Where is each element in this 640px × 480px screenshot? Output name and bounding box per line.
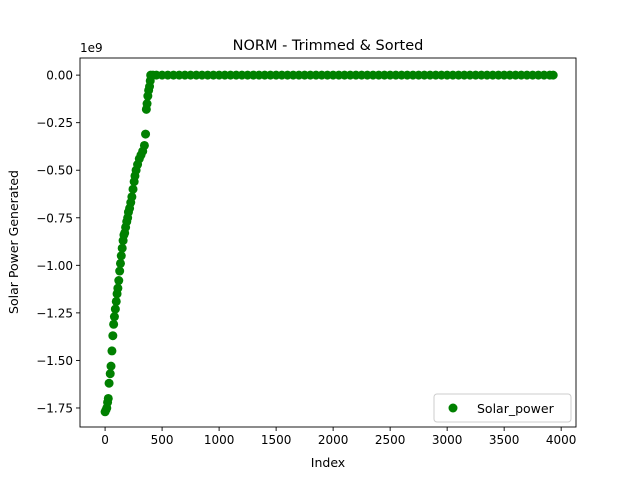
data-point — [115, 266, 125, 276]
data-point — [116, 251, 126, 261]
x-tick-label: 500 — [151, 433, 174, 447]
data-point — [139, 140, 149, 150]
data-point — [110, 304, 120, 314]
y-tick-label: 0.00 — [46, 69, 73, 83]
data-point — [548, 70, 558, 80]
x-tick-label: 3000 — [432, 433, 463, 447]
legend-marker — [448, 403, 458, 413]
data-point — [142, 99, 152, 109]
x-axis-label: Index — [311, 455, 345, 470]
legend-entry-solar-power: Solar_power — [477, 401, 555, 416]
y-tick-label: −0.50 — [36, 164, 73, 178]
x-tick-label: 2500 — [375, 433, 406, 447]
y-axis-label: Solar Power Generated — [6, 170, 21, 314]
y-axis-ticks: −1.75 −1.50 −1.25 −1.00 −0.75 −0.50 −0.25 0.00 — [36, 69, 80, 415]
data-point — [105, 369, 115, 379]
data-point — [108, 331, 118, 341]
y-tick-label: −1.50 — [36, 354, 73, 368]
x-tick-label: 4000 — [546, 433, 577, 447]
data-point — [107, 346, 117, 356]
y-tick-label: −1.25 — [36, 306, 73, 320]
y-tick-label: −1.00 — [36, 259, 73, 273]
data-point — [109, 319, 119, 329]
data-point — [115, 258, 125, 268]
data-point — [127, 192, 137, 202]
data-point — [103, 393, 113, 403]
y-tick-label: −0.75 — [36, 211, 73, 225]
data-point — [117, 243, 127, 253]
x-tick-label: 2000 — [318, 433, 349, 447]
plot-frame — [79, 57, 577, 428]
data-point — [128, 184, 138, 194]
legend: Solar_power — [433, 393, 572, 423]
data-point — [113, 283, 123, 293]
data-point — [109, 312, 119, 322]
y-tick-label: −0.25 — [36, 116, 73, 130]
data-point — [106, 361, 116, 371]
legend-box — [433, 393, 572, 423]
x-tick-label: 0 — [101, 433, 109, 447]
x-tick-label: 1500 — [261, 433, 292, 447]
y-tick-label: −1.75 — [36, 401, 73, 415]
y-offset-text: 1e9 — [80, 41, 103, 55]
data-points — [100, 70, 558, 417]
data-point — [104, 378, 114, 388]
data-point — [114, 276, 124, 286]
data-point — [141, 129, 151, 139]
x-axis-ticks: 0 500 1000 1500 2000 2500 3000 3500 4000 — [101, 427, 576, 447]
x-tick-label: 3500 — [489, 433, 520, 447]
chart-title: NORM - Trimmed & Sorted — [233, 38, 424, 54]
data-point — [111, 296, 121, 306]
x-tick-label: 1000 — [204, 433, 235, 447]
